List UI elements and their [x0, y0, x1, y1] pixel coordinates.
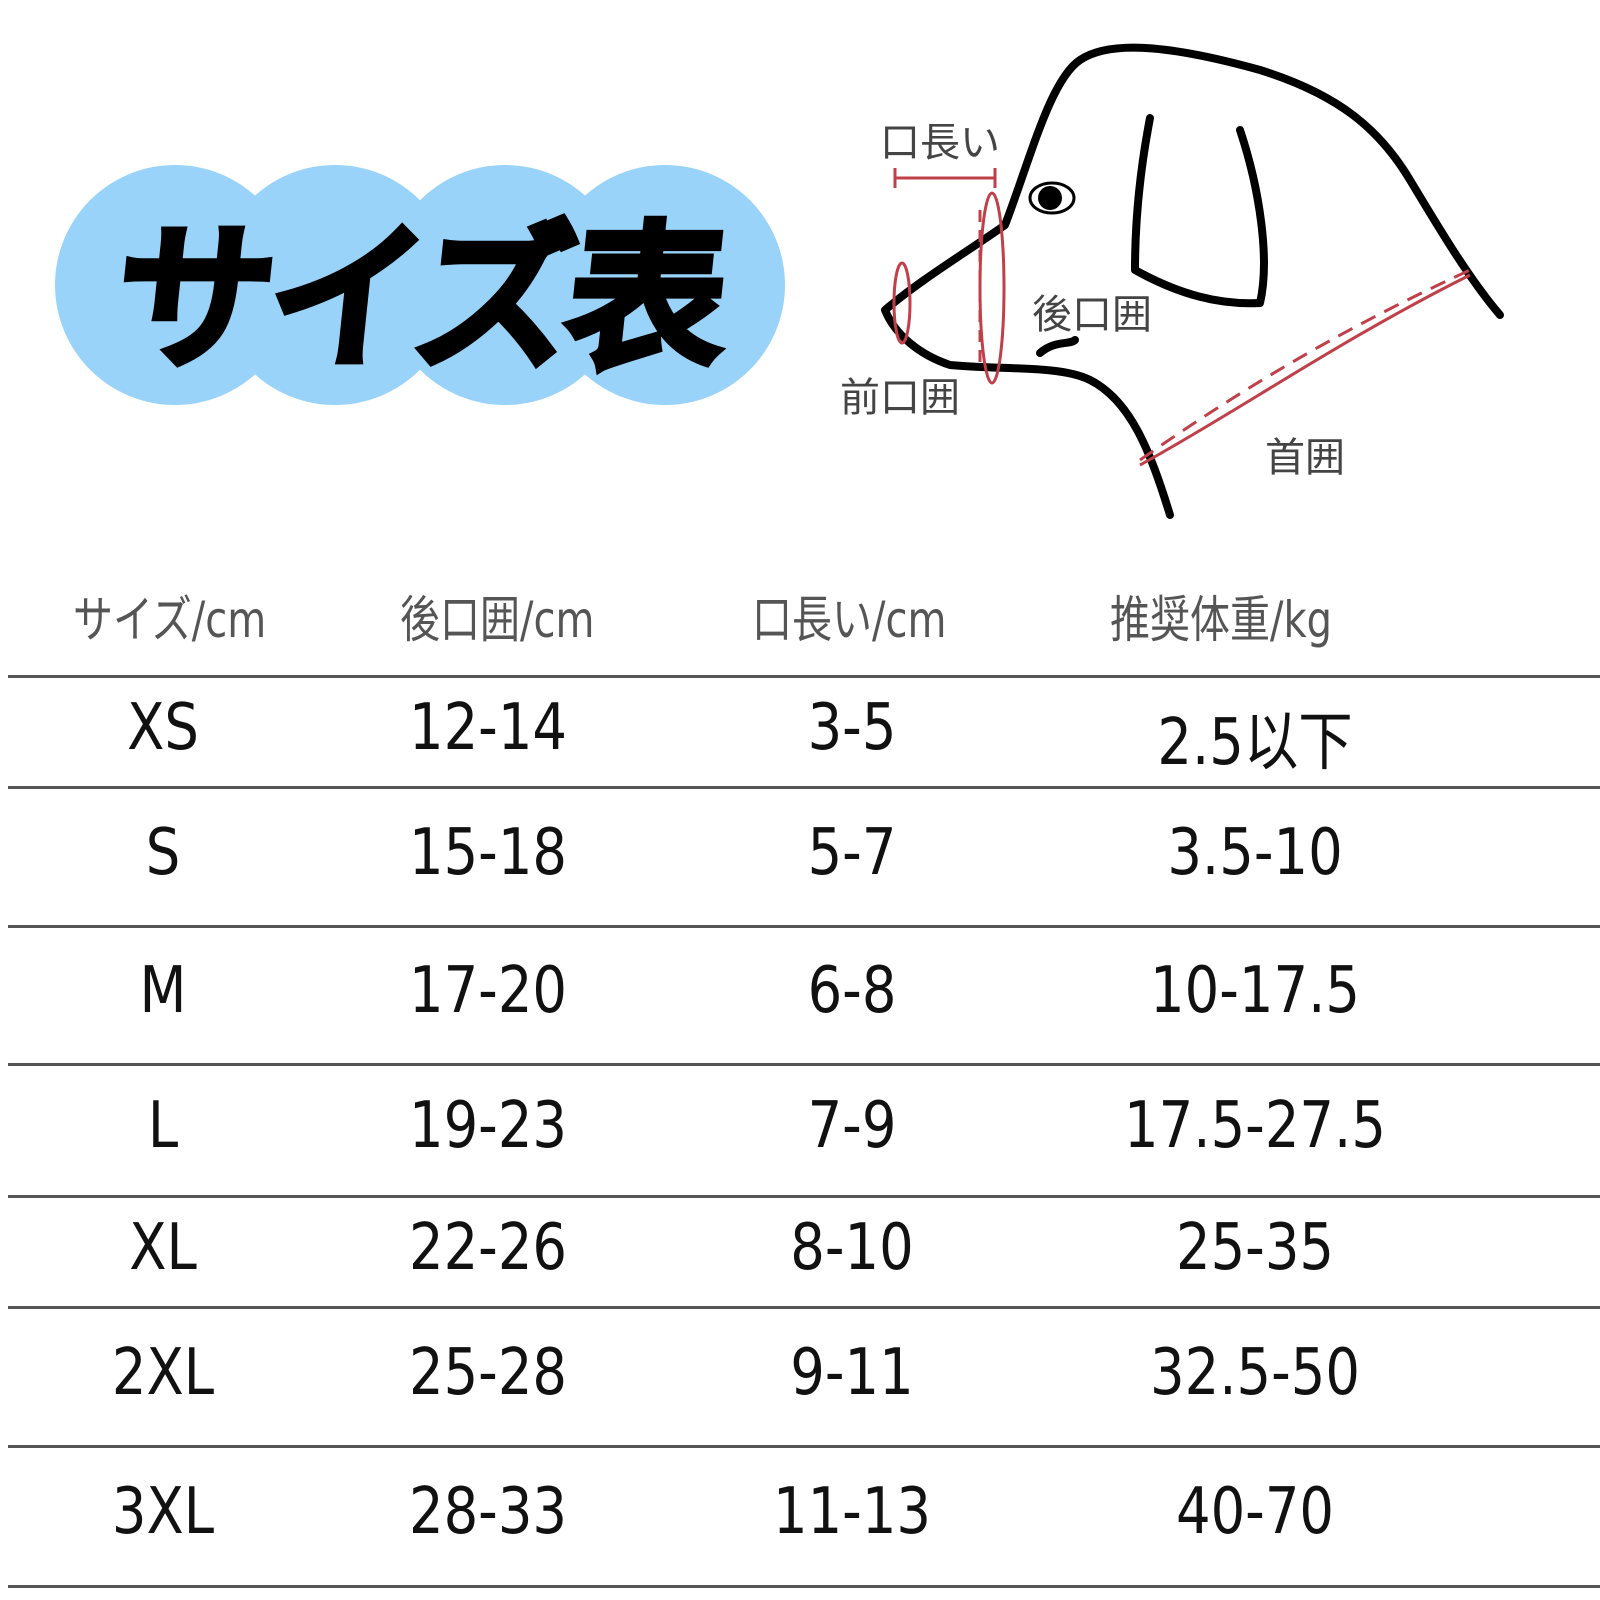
cell-size: 3XL [111, 1475, 215, 1549]
cell-rear-mouth: 28-33 [408, 1475, 568, 1549]
table-divider [8, 675, 1600, 678]
cell-weight: 32.5-50 [1150, 1335, 1360, 1410]
cell-rear-mouth: 22-26 [408, 1210, 568, 1285]
cell-size: S [145, 815, 181, 890]
table-divider [8, 1585, 1600, 1588]
cell-mouth-length: 8-10 [790, 1210, 914, 1285]
header-size: サイズ/cm [73, 591, 267, 649]
cell-mouth-length: 6-8 [807, 954, 897, 1028]
badge-circle [545, 165, 785, 405]
cell-rear-mouth: 15-18 [408, 815, 568, 890]
cell-size: XS [127, 690, 199, 765]
cell-size: L [147, 1089, 179, 1163]
cell-rear-mouth: 19-23 [408, 1089, 568, 1163]
table-divider [8, 1063, 1600, 1066]
cell-size: M [139, 954, 187, 1028]
header-mouth-length: 口長い/cm [752, 591, 947, 649]
cell-mouth-length: 9-11 [790, 1335, 914, 1410]
table-divider [8, 1195, 1600, 1198]
cell-rear-mouth: 17-20 [408, 954, 568, 1028]
table-divider [8, 1306, 1600, 1309]
label-mouth-length: 口長い [880, 120, 1000, 166]
cell-weight: 10-17.5 [1150, 954, 1360, 1028]
label-front-mouth-circumference: 前口囲 [840, 375, 960, 421]
cell-rear-mouth: 25-28 [408, 1335, 568, 1410]
cell-weight: 40-70 [1175, 1475, 1335, 1549]
header-rear-mouth: 後口囲/cm [400, 591, 595, 649]
dog-head-illustration [881, 43, 1504, 519]
cell-mouth-length: 11-13 [772, 1475, 932, 1549]
label-neck-circumference: 首囲 [1265, 435, 1345, 481]
table-divider [8, 925, 1600, 928]
cell-mouth-length: 5-7 [807, 815, 897, 890]
page-title: サイズ表 [104, 205, 733, 395]
cell-weight: 25-35 [1175, 1210, 1335, 1285]
cell-mouth-length: 3-5 [807, 690, 897, 765]
cell-size: XL [129, 1210, 197, 1285]
title-badge: サイズ表 [55, 165, 785, 405]
cell-weight: 17.5-27.5 [1124, 1089, 1386, 1163]
header-weight: 推奨体重/kg [1110, 591, 1333, 649]
cell-mouth-length: 7-9 [807, 1089, 897, 1163]
label-rear-mouth-circumference: 後口囲 [1032, 292, 1152, 338]
cell-weight: 2.5以下 [1157, 705, 1353, 780]
cell-size: 2XL [111, 1335, 215, 1410]
dog-measurement-diagram: 口長い 後口囲 前口囲 首囲 [840, 20, 1540, 530]
table-divider [8, 1445, 1600, 1448]
cell-rear-mouth: 12-14 [408, 690, 568, 765]
table-divider [8, 786, 1600, 789]
cell-weight: 3.5-10 [1167, 815, 1343, 890]
